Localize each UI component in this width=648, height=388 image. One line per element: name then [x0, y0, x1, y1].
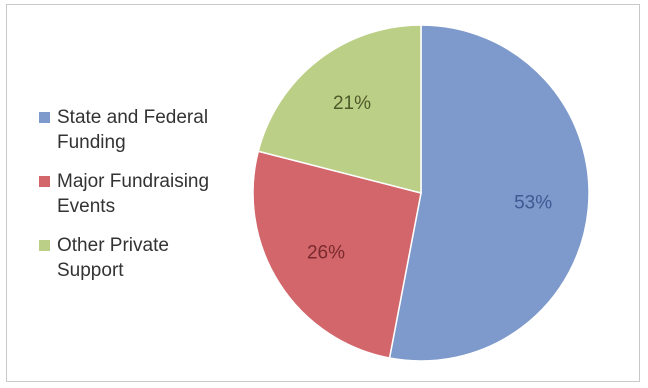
legend-item-state-federal: State and Federal Funding: [35, 105, 245, 155]
legend-label-major-fundraising: Major Fundraising Events: [57, 171, 210, 217]
pie-slice-major-fundraising: [252, 150, 422, 359]
legend: State and Federal Funding Major Fundrais…: [35, 105, 245, 297]
data-label-state-federal: 53%: [514, 193, 552, 214]
pie-slice-state-federal: [388, 24, 590, 362]
legend-swatch-major-fundraising: [39, 176, 50, 187]
legend-item-other-private: Other Private Support: [35, 233, 245, 283]
legend-label-state-federal: State and Federal Funding: [57, 107, 209, 153]
legend-item-major-fundraising: Major Fundraising Events: [35, 169, 245, 219]
legend-label-other-private: Other Private Support: [57, 235, 169, 281]
pie-slice-other-private: [257, 24, 422, 194]
data-label-major-fundraising: 26%: [307, 242, 345, 263]
legend-swatch-state-federal: [39, 112, 50, 123]
legend-swatch-other-private: [39, 240, 50, 251]
data-label-other-private: 21%: [333, 93, 371, 114]
